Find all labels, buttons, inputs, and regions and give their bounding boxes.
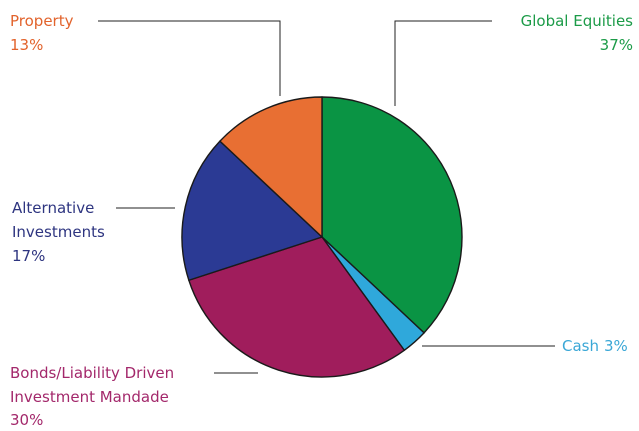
pie-slices xyxy=(181,96,463,378)
pie-slice-bonds xyxy=(188,236,405,378)
leader-line-global xyxy=(394,20,492,106)
label-global-name: Global Equities xyxy=(521,12,634,30)
label-bonds-value: 30% xyxy=(10,411,43,426)
pie-slice-global xyxy=(321,96,463,334)
label-alternative-value: 17% xyxy=(12,247,45,265)
leader-line-property xyxy=(98,20,281,96)
label-cash-name: Cash xyxy=(562,337,599,355)
pie-slice-property xyxy=(219,96,323,238)
label-alternative-line2: Investments xyxy=(12,223,105,241)
slice-labels: Property 13% Global Equities 37% Alterna… xyxy=(10,12,634,429)
label-cash-value: 3% xyxy=(604,337,628,355)
label-property-name: Property xyxy=(10,12,74,30)
label-alternative-line1: Alternative xyxy=(12,199,94,217)
leader-lines xyxy=(98,20,555,374)
label-global-value: 37% xyxy=(600,36,633,54)
label-bonds-line1: Bonds/Liability Driven xyxy=(10,364,174,382)
pie-slice-alt xyxy=(181,140,323,281)
label-property-value: 13% xyxy=(10,36,43,54)
label-bonds-line2: Investment Mandade xyxy=(10,388,169,406)
